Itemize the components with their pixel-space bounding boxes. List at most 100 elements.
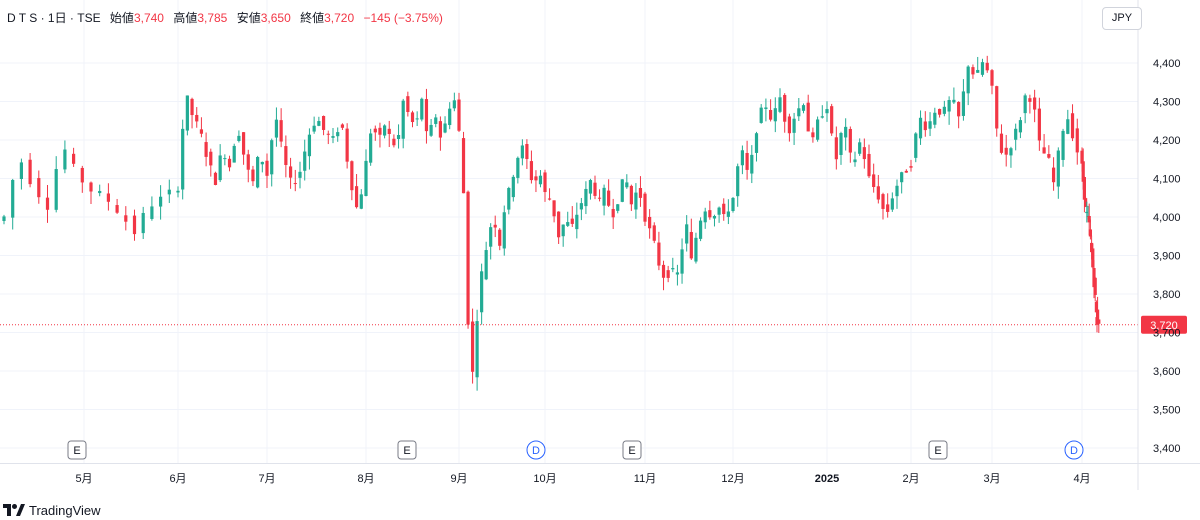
candle-body bbox=[54, 169, 58, 210]
marker-label: E bbox=[628, 445, 635, 457]
candle-body bbox=[820, 116, 824, 118]
candle-body bbox=[340, 124, 345, 128]
y-tick-label: 4,300 bbox=[1153, 97, 1181, 109]
candle-body bbox=[1090, 242, 1094, 253]
candle bbox=[867, 144, 871, 179]
candle bbox=[661, 260, 666, 291]
candle bbox=[778, 88, 782, 114]
candle-body bbox=[256, 157, 260, 188]
candle bbox=[378, 122, 382, 148]
candle-body bbox=[966, 66, 970, 94]
dividend-marker[interactable]: D bbox=[1064, 440, 1084, 460]
candle-body bbox=[213, 172, 218, 185]
candle-body bbox=[1009, 148, 1013, 156]
candle-body bbox=[19, 162, 23, 180]
candle-body bbox=[1092, 267, 1096, 288]
candle bbox=[722, 198, 726, 221]
currency-button[interactable]: JPY bbox=[1102, 7, 1142, 30]
candle bbox=[284, 135, 288, 178]
candle bbox=[736, 163, 740, 207]
candle-body bbox=[629, 185, 633, 205]
marker-label: E bbox=[73, 445, 80, 457]
candle-body bbox=[80, 167, 84, 183]
last-price-badge bbox=[1141, 315, 1187, 334]
candle bbox=[150, 196, 154, 221]
candle bbox=[561, 224, 565, 247]
candle-body bbox=[507, 188, 511, 210]
candle-body bbox=[904, 170, 908, 173]
candle bbox=[597, 189, 602, 202]
last-price-line: 3,720 bbox=[0, 315, 1187, 334]
symbol-label[interactable]: D T S · 1日 · TSE bbox=[7, 11, 101, 25]
candle bbox=[37, 170, 41, 204]
candle-body bbox=[561, 224, 565, 237]
candle bbox=[820, 105, 824, 119]
candle-body bbox=[72, 153, 76, 164]
x-tick-label: 9月 bbox=[450, 473, 467, 485]
candle bbox=[942, 100, 946, 117]
candle bbox=[671, 257, 675, 273]
candle bbox=[1095, 306, 1099, 333]
y-tick-label: 3,900 bbox=[1153, 251, 1181, 263]
dividend-marker[interactable]: D bbox=[526, 440, 546, 460]
candle bbox=[923, 111, 927, 137]
x-tick-label: 5月 bbox=[75, 473, 92, 485]
candle bbox=[1091, 243, 1095, 269]
tradingview-logo[interactable]: TradingView bbox=[3, 503, 101, 518]
close-label: 終値 bbox=[300, 11, 325, 25]
candle bbox=[383, 124, 387, 139]
candle bbox=[638, 176, 643, 207]
candle bbox=[392, 134, 396, 148]
candle bbox=[652, 222, 656, 244]
candle-body bbox=[638, 188, 643, 198]
candle bbox=[364, 149, 368, 197]
earnings-marker[interactable]: E bbox=[397, 440, 417, 460]
candle-body bbox=[1081, 161, 1085, 182]
candle-body bbox=[470, 321, 475, 372]
marker-label: E bbox=[934, 445, 941, 457]
candle bbox=[489, 223, 493, 260]
candle bbox=[995, 85, 999, 137]
candle-body bbox=[942, 106, 946, 114]
candle bbox=[952, 87, 956, 105]
candle bbox=[643, 191, 647, 227]
candle-body bbox=[579, 203, 583, 210]
candle bbox=[237, 130, 241, 143]
earnings-marker[interactable]: E bbox=[67, 440, 87, 460]
candle bbox=[1085, 201, 1089, 223]
candle bbox=[241, 132, 246, 165]
candle bbox=[232, 143, 236, 163]
candle bbox=[816, 116, 820, 142]
candle-body bbox=[529, 161, 534, 181]
candle-body bbox=[457, 99, 461, 131]
candle-body bbox=[373, 128, 377, 133]
candle bbox=[274, 107, 279, 147]
candle-body bbox=[839, 133, 843, 155]
candle bbox=[246, 149, 250, 183]
candle-body bbox=[792, 118, 796, 133]
candle-body bbox=[317, 121, 321, 126]
candle bbox=[438, 116, 442, 151]
candle bbox=[740, 145, 744, 175]
earnings-marker[interactable]: E bbox=[622, 440, 642, 460]
candle-body bbox=[1061, 130, 1065, 160]
candle-body bbox=[392, 138, 396, 146]
candle bbox=[570, 206, 574, 228]
candle bbox=[593, 175, 597, 200]
candle-body bbox=[575, 214, 579, 230]
candle bbox=[401, 98, 405, 149]
earnings-marker[interactable]: E bbox=[928, 440, 948, 460]
candle bbox=[834, 126, 838, 170]
candle-body bbox=[1047, 154, 1051, 158]
candle bbox=[918, 110, 923, 145]
candle-body bbox=[232, 145, 236, 163]
y-axis: 4,400 4,300 4,200 4,100 4,000 3,900 3,800 3,700… bbox=[1137, 0, 1181, 490]
candle bbox=[498, 228, 502, 251]
candle bbox=[538, 170, 543, 188]
candle bbox=[900, 171, 904, 194]
candle-body bbox=[722, 203, 726, 215]
candle-body bbox=[1094, 301, 1098, 313]
candle bbox=[552, 200, 556, 223]
